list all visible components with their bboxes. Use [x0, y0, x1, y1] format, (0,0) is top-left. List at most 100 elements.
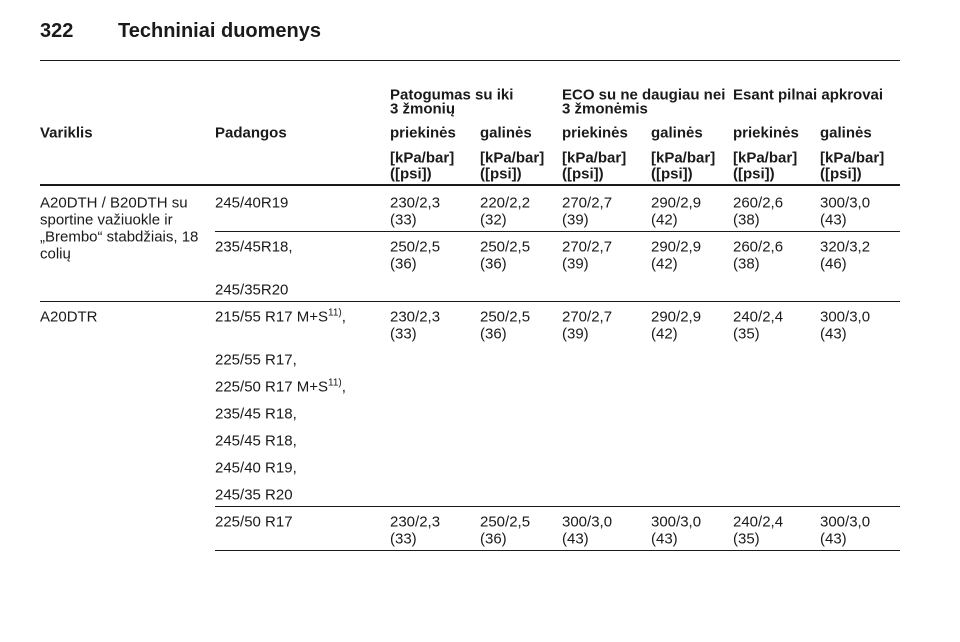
- pressure-cell: 320/3,2: [820, 238, 871, 256]
- tire-cell: 225/50 R17: [215, 513, 293, 531]
- pressure-cell: 230/2,3: [390, 308, 441, 326]
- tire-text: 225/50 R17 M+S: [215, 378, 328, 396]
- engine-cell: „Brembo“ stabdžiais, 18: [40, 228, 199, 246]
- pressure-cell: (43): [820, 211, 847, 229]
- pressure-cell: (43): [651, 530, 678, 548]
- unit-header: ([psi]): [562, 165, 604, 183]
- pressure-cell: (38): [733, 211, 760, 229]
- pressure-cell: (32): [480, 211, 507, 229]
- group-header: ECO su ne daugiau nei: [562, 86, 726, 104]
- pressure-cell: 250/2,5: [480, 308, 531, 326]
- pressure-cell: (46): [820, 255, 847, 273]
- pressure-cell: 300/3,0: [562, 513, 613, 531]
- pressure-cell: (38): [733, 255, 760, 273]
- column-subheader: priekinės: [733, 124, 799, 142]
- unit-header: ([psi]): [480, 165, 522, 183]
- unit-header: [kPa/bar]: [480, 149, 545, 167]
- pressure-cell: 270/2,7: [562, 194, 613, 212]
- pressure-cell: 250/2,5: [480, 238, 531, 256]
- row-rule: [40, 301, 900, 302]
- pressure-cell: (43): [820, 530, 847, 548]
- pressure-cell: (42): [651, 255, 678, 273]
- pressure-cell: (39): [562, 211, 589, 229]
- row-rule: [215, 550, 900, 551]
- pressure-cell: (33): [390, 211, 417, 229]
- column-subheader: galinės: [820, 124, 872, 142]
- pressure-cell: 230/2,3: [390, 513, 441, 531]
- engine-cell: colių: [40, 245, 71, 263]
- engine-cell: sportine važiuokle ir: [40, 211, 173, 229]
- engine-cell: A20DTR: [40, 308, 98, 326]
- tire-cell: 225/50 R17 M+S11),: [215, 377, 346, 396]
- tire-cell: 245/35R20: [215, 281, 289, 299]
- unit-header: ([psi]): [651, 165, 693, 183]
- pressure-cell: 230/2,3: [390, 194, 441, 212]
- unit-header: [kPa/bar]: [651, 149, 716, 167]
- unit-header: [kPa/bar]: [390, 149, 455, 167]
- pressure-cell: 250/2,5: [480, 513, 531, 531]
- pressure-cell: (36): [390, 255, 417, 273]
- pressure-cell: (42): [651, 325, 678, 343]
- column-subheader: priekinės: [562, 124, 628, 142]
- pressure-cell: (39): [562, 325, 589, 343]
- footnote-ref: 11): [328, 307, 342, 319]
- pressure-cell: 220/2,2: [480, 194, 531, 212]
- tire-cell: 245/40R19: [215, 194, 289, 212]
- pressure-cell: (43): [820, 325, 847, 343]
- pressure-cell: (33): [390, 325, 417, 343]
- column-header: Padangos: [215, 124, 287, 142]
- pressure-cell: 300/3,0: [820, 513, 871, 531]
- tire-cell: 235/45R18,: [215, 238, 293, 256]
- pressure-cell: 300/3,0: [820, 194, 871, 212]
- pressure-cell: (36): [480, 255, 507, 273]
- page-number: 322: [40, 20, 74, 42]
- pressure-cell: (35): [733, 530, 760, 548]
- pressure-cell: 240/2,4: [733, 513, 784, 531]
- unit-header: [kPa/bar]: [562, 149, 627, 167]
- unit-header: ([psi]): [390, 165, 432, 183]
- pressure-cell: (35): [733, 325, 760, 343]
- pressure-cell: 300/3,0: [651, 513, 702, 531]
- pressure-cell: (39): [562, 255, 589, 273]
- pressure-cell: 270/2,7: [562, 238, 613, 256]
- pressure-cell: (36): [480, 530, 507, 548]
- tire-text: 215/55 R17 M+S: [215, 308, 328, 326]
- column-subheader: galinės: [651, 124, 703, 142]
- column-subheader: priekinės: [390, 124, 456, 142]
- pressure-cell: 290/2,9: [651, 194, 702, 212]
- pressure-cell: 240/2,4: [733, 308, 784, 326]
- tire-text: ,: [341, 308, 346, 326]
- tire-cell: 245/35 R20: [215, 486, 293, 504]
- pressure-cell: 250/2,5: [390, 238, 441, 256]
- unit-header: ([psi]): [733, 165, 775, 183]
- tire-cell: 245/40 R19,: [215, 459, 297, 477]
- pressure-cell: 290/2,9: [651, 238, 702, 256]
- pressure-cell: (36): [480, 325, 507, 343]
- pressure-cell: 270/2,7: [562, 308, 613, 326]
- tire-cell: 245/45 R18,: [215, 432, 297, 450]
- unit-header: ([psi]): [820, 165, 862, 183]
- pressure-cell: (43): [562, 530, 589, 548]
- pressure-cell: (42): [651, 211, 678, 229]
- footnote-ref: 11): [328, 377, 342, 389]
- group-header: Patogumas su iki: [390, 86, 514, 104]
- header-rule: [40, 60, 900, 61]
- group-header: Esant pilnai apkrovai: [733, 86, 884, 104]
- group-header: 3 žmonėmis: [562, 100, 648, 118]
- tire-cell: 225/55 R17,: [215, 351, 297, 369]
- unit-header: [kPa/bar]: [733, 149, 798, 167]
- pressure-cell: (33): [390, 530, 417, 548]
- pressure-cell: 260/2,6: [733, 194, 784, 212]
- tire-cell: 235/45 R18,: [215, 405, 297, 423]
- group-header: 3 žmonių: [390, 100, 456, 118]
- column-subheader: galinės: [480, 124, 532, 142]
- tire-cell: 215/55 R17 M+S11),: [215, 307, 346, 326]
- pressure-cell: 300/3,0: [820, 308, 871, 326]
- row-rule: [215, 231, 900, 232]
- engine-cell: A20DTH / B20DTH su: [40, 194, 188, 212]
- unit-header: [kPa/bar]: [820, 149, 885, 167]
- column-header: Variklis: [40, 124, 93, 142]
- tire-text: ,: [341, 378, 346, 396]
- pressure-cell: 290/2,9: [651, 308, 702, 326]
